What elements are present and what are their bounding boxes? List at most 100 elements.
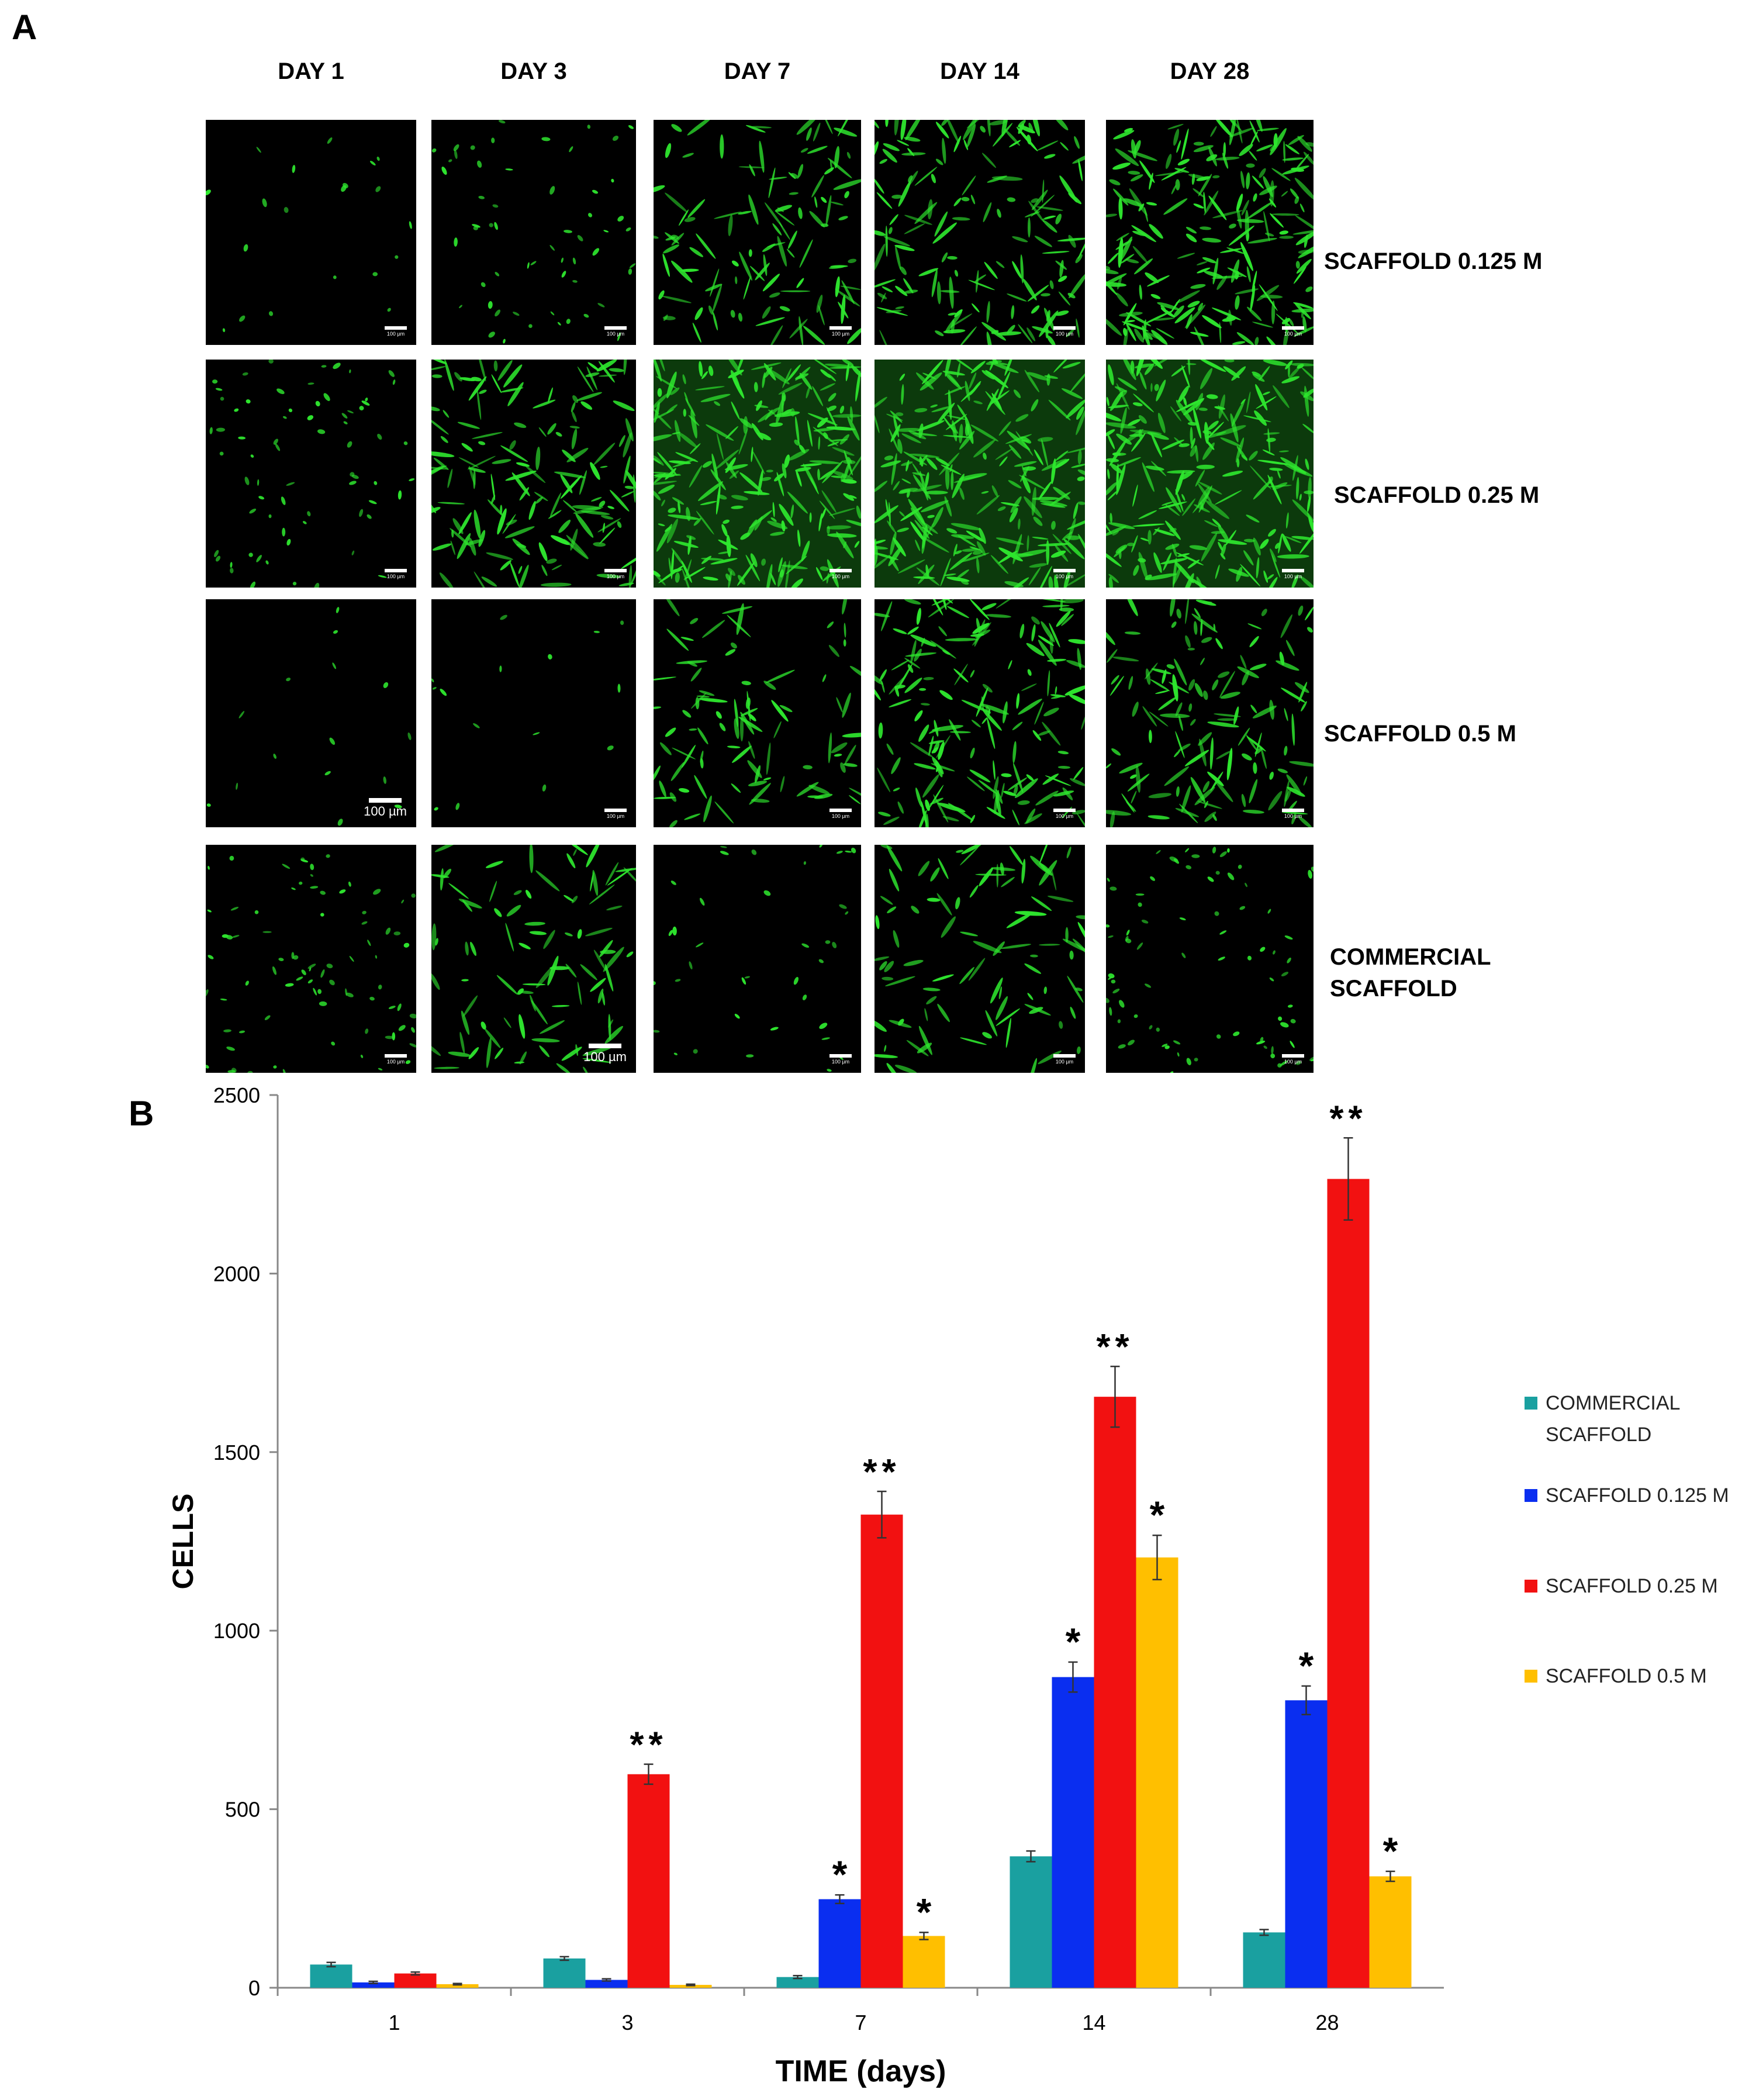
column-label-day: DAY 3	[500, 58, 567, 84]
micrograph-tile: 100 µm	[431, 845, 636, 1073]
significance-mark: **	[1096, 1327, 1133, 1367]
micrograph-tile: 100 µm	[654, 120, 861, 345]
significance-mark: *	[1066, 1620, 1081, 1663]
column-label-day: DAY 1	[278, 58, 344, 84]
micrograph-tile: 100 µm	[206, 845, 416, 1073]
bar	[776, 1977, 819, 1988]
scale-bar: 100 µm	[385, 326, 407, 337]
y-tick-label: 1000	[213, 1619, 260, 1643]
bar	[585, 1980, 628, 1988]
micrograph-tile: 100 µm	[206, 599, 416, 827]
scale-bar: 100 µm	[604, 569, 627, 579]
x-tick-label: 28	[1315, 2011, 1339, 2035]
bar	[310, 1964, 352, 1988]
bar	[860, 1514, 903, 1988]
y-tick-label: 1500	[213, 1441, 260, 1465]
bar	[1327, 1179, 1370, 1988]
x-tick-label: 7	[855, 2011, 866, 2035]
legend-swatch	[1525, 1670, 1537, 1683]
legend-label: SCAFFOLD 0.125 M	[1546, 1484, 1729, 1507]
y-tick-label: 2500	[213, 1083, 260, 1107]
scale-bar: 100 µm	[1053, 569, 1076, 579]
micrograph-tile: 100 µm	[431, 599, 636, 827]
micrograph-tile: 100 µm	[431, 120, 636, 345]
scale-bar: 100 µm	[1282, 809, 1304, 819]
scale-bar: 100 µm	[1053, 326, 1076, 337]
legend-label: SCAFFOLD 0.25 M	[1546, 1575, 1718, 1597]
row-label-scaffold: SCAFFOLD 0.25 M	[1334, 482, 1540, 508]
bar	[394, 1973, 437, 1988]
significance-mark: **	[1329, 1099, 1367, 1139]
legend-swatch	[1525, 1397, 1537, 1410]
micrograph-tile: 100 µm	[1106, 599, 1314, 827]
micrograph-tile: 100 µm	[654, 360, 861, 588]
x-axis-title: TIME (days)	[776, 2054, 946, 2088]
significance-mark: *	[1150, 1493, 1165, 1536]
micrograph-tile: 100 µm	[206, 120, 416, 345]
scale-bar: 100 µm	[583, 1044, 627, 1065]
significance-mark: **	[863, 1452, 900, 1493]
micrograph-tile: 100 µm	[654, 599, 861, 827]
bar	[1243, 1932, 1285, 1988]
micrograph-tile: 100 µm	[431, 360, 636, 588]
scale-bar: 100 µm	[604, 326, 627, 337]
micrograph-tile: 100 µm	[874, 599, 1085, 827]
bar	[436, 1984, 479, 1988]
x-tick-label: 1	[388, 2011, 400, 2035]
y-axis-title: CELLS	[167, 1494, 199, 1590]
scale-bar: 100 µm	[604, 809, 627, 819]
micrograph-tile: 100 µm	[874, 360, 1085, 588]
scale-bar: 100 µm	[829, 326, 852, 337]
bar	[627, 1774, 670, 1988]
significance-mark: *	[1383, 1829, 1398, 1873]
legend-label: COMMERCIAL	[1546, 1392, 1680, 1414]
bar	[352, 1982, 395, 1988]
bar	[1052, 1677, 1094, 1988]
micrograph-tile: 100 µm	[874, 845, 1085, 1073]
y-tick-label: 2000	[213, 1262, 260, 1286]
x-tick-label: 3	[621, 2011, 633, 2035]
scale-bar: 100 µm	[385, 1054, 407, 1065]
panel-a-label: A	[12, 8, 37, 47]
column-label-day: DAY 14	[940, 58, 1019, 84]
bar	[818, 1899, 861, 1988]
row-label-scaffold: SCAFFOLD 0.125 M	[1324, 248, 1543, 274]
scale-bar: 100 µm	[1282, 326, 1304, 337]
legend-label: SCAFFOLD	[1546, 1424, 1651, 1446]
significance-mark: **	[630, 1725, 667, 1766]
row-label-scaffold: SCAFFOLD 0.5 M	[1324, 721, 1516, 747]
scale-bar: 100 µm	[385, 569, 407, 579]
bar	[1369, 1876, 1412, 1988]
scale-bar: 100 µm	[364, 798, 407, 819]
significance-mark: *	[917, 1890, 932, 1933]
bar	[1136, 1557, 1178, 1988]
scale-bar: 100 µm	[829, 1054, 852, 1065]
bar	[543, 1958, 586, 1988]
micrograph-tile: 100 µm	[1106, 360, 1314, 588]
row-label-scaffold: COMMERCIAL SCAFFOLD	[1330, 944, 1491, 1001]
micrograph-tile: 100 µm	[654, 845, 861, 1073]
micrograph-tile: 100 µm	[874, 120, 1085, 345]
micrograph-tile: 100 µm	[206, 360, 416, 588]
panel-b-label: B	[129, 1094, 154, 1133]
legend-swatch	[1525, 1580, 1537, 1593]
bar	[1094, 1397, 1136, 1988]
column-label-day: DAY 7	[724, 58, 791, 84]
scale-bar: 100 µm	[1053, 809, 1076, 819]
x-tick-label: 14	[1082, 2011, 1105, 2035]
scale-bar: 100 µm	[829, 809, 852, 819]
scale-bar: 100 µm	[1053, 1054, 1076, 1065]
bar	[903, 1936, 945, 1988]
column-label-day: DAY 28	[1170, 58, 1250, 84]
micrograph-tile: 100 µm	[1106, 845, 1314, 1073]
legend-swatch	[1525, 1489, 1537, 1502]
significance-mark: *	[1299, 1644, 1314, 1687]
micrograph-tile: 100 µm	[1106, 120, 1314, 345]
scale-bar: 100 µm	[829, 569, 852, 579]
bar	[1010, 1856, 1052, 1988]
y-tick-label: 500	[225, 1798, 260, 1822]
legend-label: SCAFFOLD 0.5 M	[1546, 1665, 1707, 1687]
scale-bar: 100 µm	[1282, 1054, 1304, 1065]
significance-mark: *	[832, 1853, 848, 1896]
